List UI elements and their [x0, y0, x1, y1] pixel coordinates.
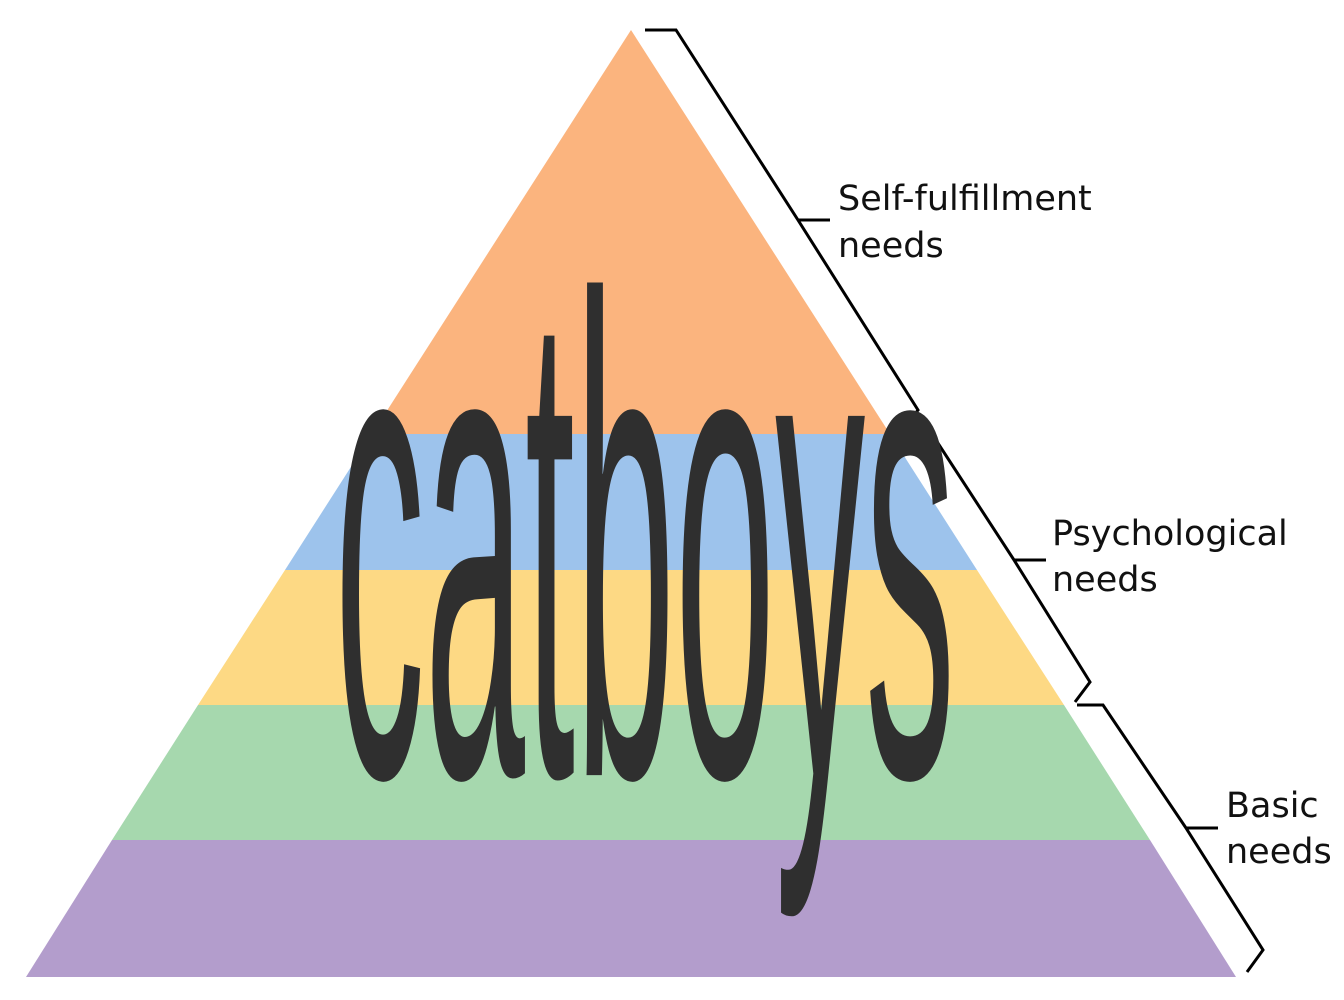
bracket-psychological: [904, 432, 1092, 703]
bracket-self-fulfillment: [645, 28, 920, 432]
bracket-basic: [1077, 703, 1265, 973]
label-basic: Basic needs: [1226, 786, 1332, 872]
pyramid-tier-4: [112, 705, 1150, 840]
label-self-fulfillment: Self-fulfillment needs: [838, 179, 1103, 266]
label-psychological: Psychological needs: [1052, 514, 1299, 600]
pyramid-tier-base: [26, 840, 1236, 977]
pyramid-tier-3: [198, 570, 1064, 705]
overlay-word-catboys: catboys: [335, 161, 955, 924]
pyramid-tier-2: [285, 434, 977, 570]
pyramid-tier-top: [372, 30, 890, 434]
